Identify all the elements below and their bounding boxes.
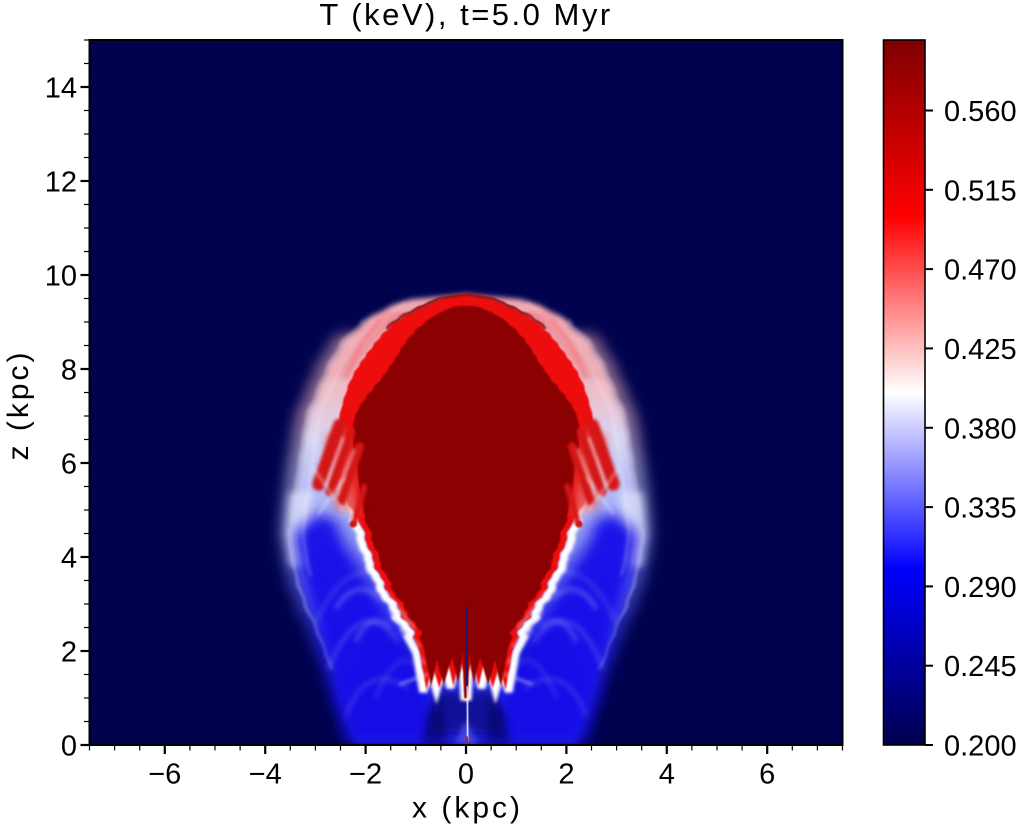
svg-text:0: 0: [61, 731, 77, 763]
svg-text:10: 10: [45, 261, 77, 293]
svg-text:0.200: 0.200: [944, 731, 1017, 763]
svg-text:4: 4: [61, 543, 77, 575]
svg-text:0.290: 0.290: [944, 572, 1017, 604]
svg-text:T (keV), t=5.0 Myr: T (keV), t=5.0 Myr: [319, 0, 612, 32]
svg-text:6: 6: [759, 759, 775, 791]
svg-text:0.470: 0.470: [944, 255, 1017, 287]
svg-text:x (kpc): x (kpc): [412, 792, 523, 825]
svg-text:0: 0: [458, 759, 474, 791]
svg-text:0.560: 0.560: [944, 96, 1017, 128]
svg-text:0.515: 0.515: [944, 175, 1017, 207]
svg-text:8: 8: [61, 355, 77, 387]
svg-text:0.425: 0.425: [944, 334, 1017, 366]
svg-text:4: 4: [659, 759, 675, 791]
svg-text:0.335: 0.335: [944, 493, 1017, 525]
svg-text:z (kpc): z (kpc): [2, 350, 35, 461]
svg-text:−6: −6: [148, 759, 181, 791]
svg-text:0.380: 0.380: [944, 413, 1017, 445]
svg-text:−4: −4: [249, 759, 282, 791]
svg-text:2: 2: [61, 637, 77, 669]
svg-text:2: 2: [558, 759, 574, 791]
svg-text:−2: −2: [349, 759, 382, 791]
svg-text:6: 6: [61, 449, 77, 481]
svg-text:14: 14: [45, 73, 77, 105]
svg-text:12: 12: [45, 167, 77, 199]
svg-text:0.245: 0.245: [944, 651, 1017, 683]
